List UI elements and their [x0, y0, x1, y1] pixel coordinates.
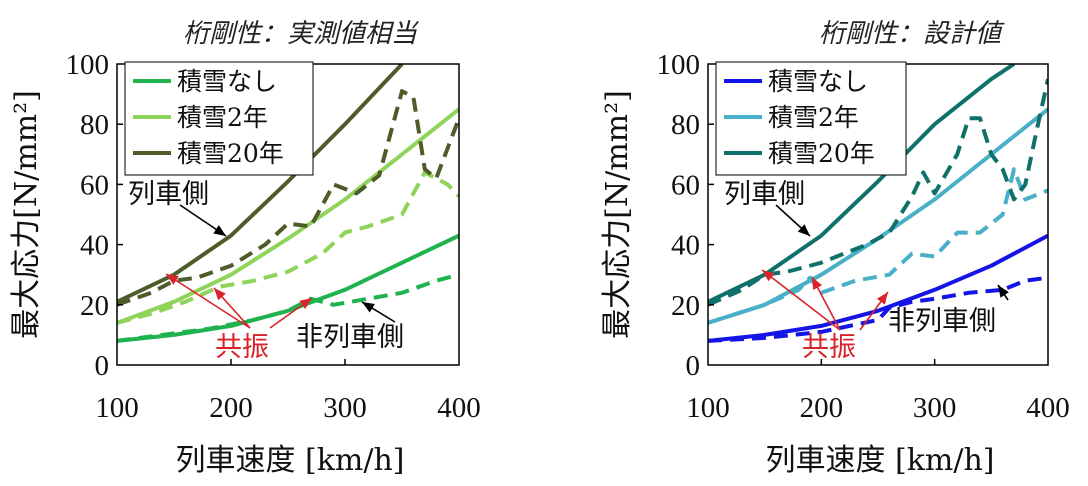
x-tick-label: 300	[323, 392, 367, 424]
series-line-1-solid	[708, 233, 1048, 343]
legend-entry: 積雪2年	[177, 103, 268, 132]
annotation-train-side: 列車側	[724, 179, 811, 237]
y-axis-label: 最大応力[N/mm²]	[9, 90, 44, 339]
annotation-non-train-side: 非列車側	[296, 301, 404, 353]
series-line-5-dashed	[708, 167, 1048, 325]
y-tick-label: 60	[671, 169, 700, 201]
y-tick-label: 20	[80, 290, 109, 322]
chart-panel-1: 桁剛性：実測値相当 0 20 40 60 80 100 100 200 300 400 列車速度 [k…	[9, 19, 481, 478]
annotation-arrowhead	[214, 288, 226, 301]
annotation-text: 列車側	[724, 179, 805, 210]
x-tick-label: 100	[686, 392, 730, 424]
y-tick-label: 100	[66, 49, 110, 81]
x-axis-label: 列車速度 [km/h]	[766, 443, 995, 478]
annotation-arrow	[761, 269, 841, 331]
y-tick-label: 40	[671, 230, 700, 262]
annotation-resonance: 共振	[165, 273, 313, 363]
annotation-arrowhead	[213, 225, 226, 236]
legend-entry: 積雪20年	[768, 139, 875, 168]
annotation-text: 非列車側	[888, 306, 996, 337]
annotation-resonance: 共振	[761, 269, 889, 363]
series-line-2-solid	[117, 107, 459, 325]
x-tick-label: 200	[209, 392, 253, 424]
legend-entry: 積雪2年	[768, 103, 859, 132]
annotation-text: 共振	[802, 332, 856, 363]
legend-entry: 積雪なし	[177, 67, 277, 96]
x-tick-label: 100	[95, 392, 139, 424]
y-tick-label: 80	[671, 109, 700, 141]
annotation-arrowhead	[762, 270, 775, 282]
y-tick-label: 40	[80, 230, 109, 262]
annotation-arrowhead	[998, 285, 1009, 298]
series-line-6-dashed	[117, 89, 459, 307]
annotation-arrow	[165, 273, 251, 329]
y-axis-label: 最大応力[N/mm²]	[600, 90, 635, 339]
annotation-text: 非列車側	[296, 322, 404, 353]
series-line-6-dashed	[708, 78, 1048, 307]
annotation-non-train-side: 非列車側	[888, 284, 1009, 337]
series-line-4-dashed	[708, 275, 1048, 343]
legend-entry: 積雪なし	[768, 67, 868, 96]
chart-title: 桁剛性：設計値	[819, 19, 1005, 49]
chart-panel-2: 桁剛性：設計値 0 20 40 60 80 100 100 200 300 400 列車速度 [km/…	[600, 19, 1070, 478]
annotation-text: 列車側	[128, 179, 209, 210]
y-tick-label: 80	[80, 109, 109, 141]
series-group	[117, 64, 459, 343]
y-tick-label: 20	[671, 290, 700, 322]
annotation-train-side: 列車側	[128, 179, 227, 237]
annotation-arrowhead	[362, 302, 375, 313]
annotation-text: 共振	[215, 332, 269, 363]
y-tick-label: 0	[686, 350, 701, 382]
annotation-arrowhead	[797, 224, 810, 236]
y-tick-label: 60	[80, 169, 109, 201]
annotation-arrowhead	[876, 292, 888, 305]
x-axis-label: 列車速度 [km/h]	[176, 443, 405, 478]
x-tick-label: 400	[1026, 392, 1070, 424]
x-tick-label: 400	[437, 392, 481, 424]
annotation-arrowhead	[166, 274, 179, 285]
series-line-1-solid	[117, 233, 459, 343]
legend-entry: 積雪20年	[177, 139, 284, 168]
y-tick-label: 0	[95, 350, 110, 382]
x-tick-label: 200	[800, 392, 844, 424]
annotation-arrowhead	[812, 277, 823, 290]
series-line-3-solid	[117, 64, 404, 304]
y-tick-label: 100	[657, 49, 701, 81]
chart-title: 桁剛性：実測値相当	[183, 19, 419, 49]
series-line-5-dashed	[117, 170, 459, 325]
x-tick-label: 300	[913, 392, 957, 424]
annotation-arrowhead	[299, 298, 312, 310]
